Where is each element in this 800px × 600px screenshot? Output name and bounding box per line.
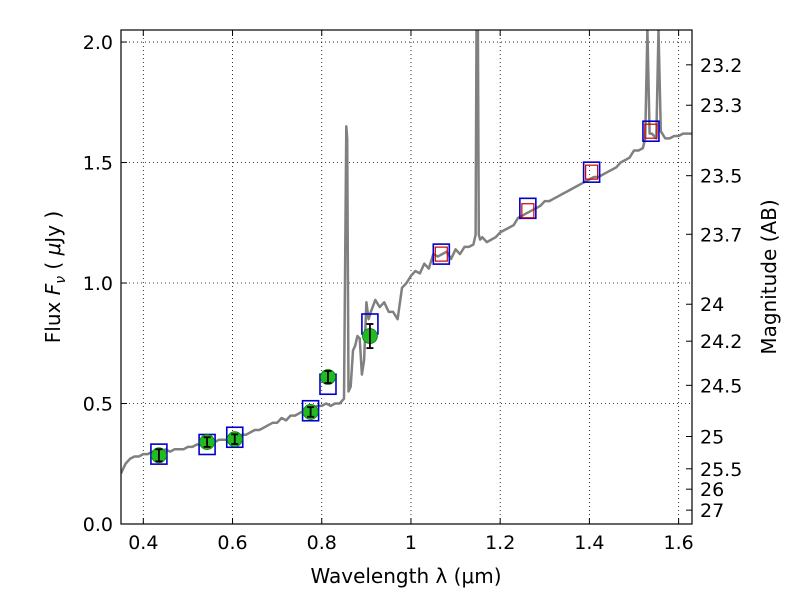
x-tick-label: 1 [405,532,417,554]
model-photometry-square [582,161,601,183]
y-title-part-3: Jy ) [41,211,65,245]
x-tick-label: 1.2 [485,532,515,554]
model-photometry-square [301,399,320,422]
y-title-part-2: ( [41,255,65,276]
model-photometry-square [432,243,451,265]
x-tick-label: 1.6 [664,532,694,554]
x-tick-label: 0.4 [128,532,158,554]
mag-tick-label: 24 [700,294,724,316]
y-axis-title: Flux Fν ( μJy ) [41,211,69,343]
y-tick-label: 0.0 [83,514,113,536]
model-photometry-square [150,443,168,465]
plot-area [121,30,692,474]
x-axis-title: Wavelength λ (μm) [310,564,501,588]
y-title-symbol: F [41,283,65,295]
mag-tick-label: 23.5 [700,166,742,188]
mag-tick-label: 23.3 [700,95,742,117]
mag-tick-label: 24.5 [700,375,742,397]
mag-tick-label: 23.2 [700,55,742,77]
mag-tick-label: 23.7 [700,224,742,246]
y2-axis-title: Magnitude (AB) [757,199,781,354]
axes: 0.4 0.6 0.8 1 1.2 1.4 1.6 0.0 0.5 1.0 1.5 2.0 23.2 23… [83,30,742,554]
red-square-marker [644,123,658,139]
mag-tick-label: 24.2 [700,331,742,353]
y-tick-label: 0.5 [83,394,113,416]
y-tick-label: 1.5 [83,153,113,175]
x-tick-label: 0.8 [307,532,337,554]
y-title-subscript: ν [53,276,69,284]
red-square-marker [434,246,448,262]
y-tick-label: 2.0 [83,32,113,54]
y-tick-label: 1.0 [83,273,113,295]
mag-tick-label: 26 [700,479,724,501]
mag-tick-label: 25.5 [700,459,742,481]
mag-tick-label: 27 [700,500,724,522]
mag-tick-label: 25 [700,427,724,449]
red-square-marker [585,164,599,180]
model-photometry-square [225,426,244,449]
y-title-part-1: Flux [41,295,65,343]
x-tick-label: 0.6 [217,532,247,554]
y-title-mu: μ [41,243,65,257]
x-tick-label: 1.4 [574,532,604,554]
plot-frame [120,29,693,525]
model-photometry-square [642,120,660,143]
red-square-marker [521,203,535,219]
